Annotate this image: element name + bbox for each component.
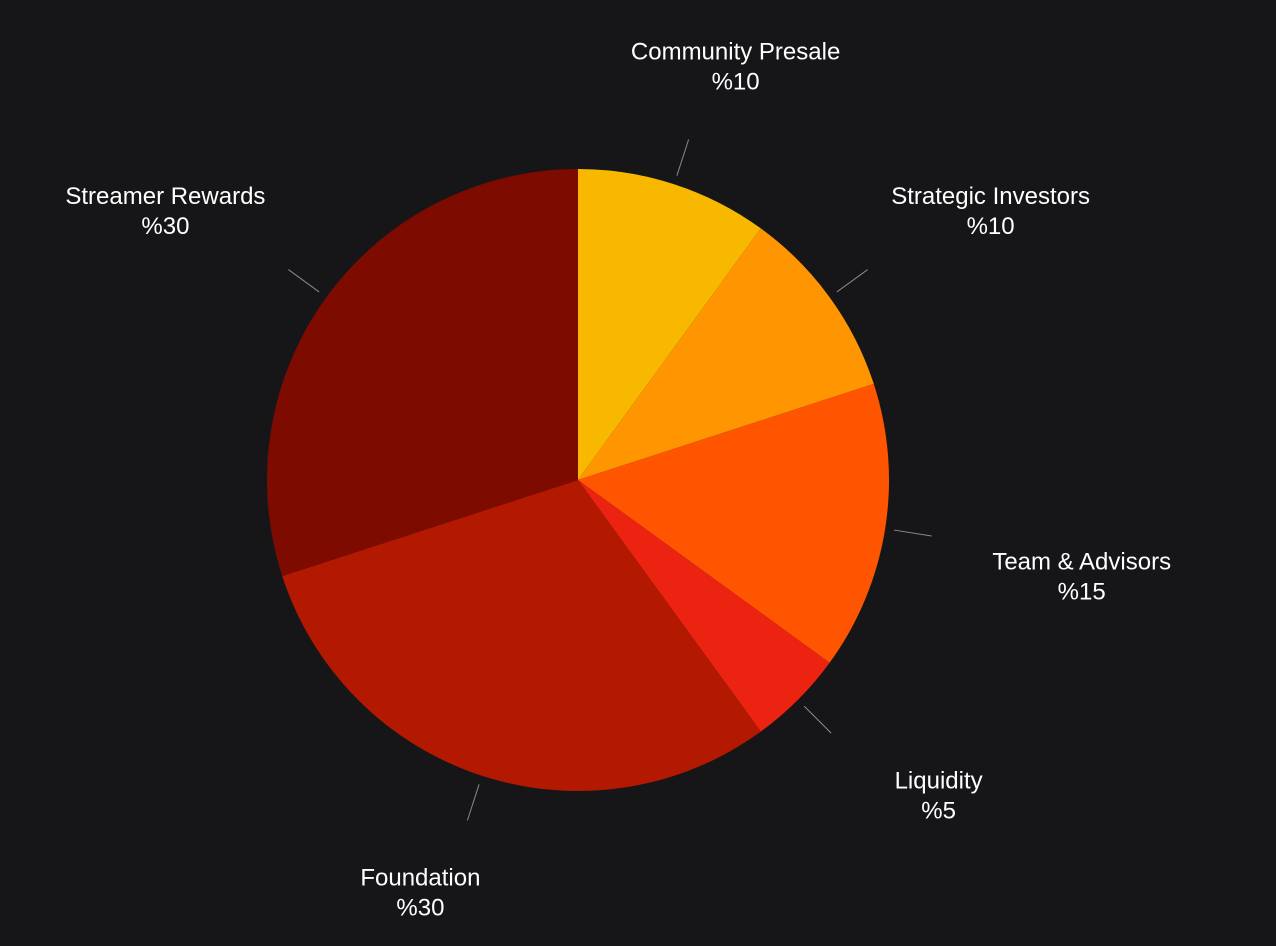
pie-slice-streamer-rewards [267, 169, 578, 577]
slice-value-liquidity: %5 [921, 797, 956, 824]
leader-lines [288, 139, 932, 821]
slice-labels: Community Presale %10 Strategic Investors%… [65, 39, 1171, 922]
slice-label-team-and-advisors: Team & Advisors [992, 548, 1171, 575]
leader-line-strategic-investors [836, 269, 868, 293]
slice-label-foundation: Foundation [360, 865, 480, 892]
pie-slice-foundation [282, 480, 761, 791]
pie-slice-team-and-advisors [578, 383, 889, 663]
slice-label-streamer-rewards: Streamer Rewards [65, 183, 265, 210]
slice-value-strategic-investors: %10 [967, 213, 1015, 240]
leader-line-liquidity [803, 705, 832, 734]
slice-value-streamer-rewards: %30 [141, 213, 189, 240]
pie-slices [267, 169, 889, 791]
leader-line-streamer-rewards [288, 269, 320, 293]
slice-label-strategic-investors: Strategic Investors [891, 183, 1090, 210]
leader-line-community-presale [676, 139, 690, 176]
slice-label-community-presale: Community Presale [631, 39, 840, 66]
leader-line-foundation [466, 784, 480, 821]
pie-slice-strategic-investors [578, 228, 874, 480]
slice-label-liquidity: Liquidity [895, 767, 983, 794]
pie-slice-community-presale [578, 169, 761, 480]
slice-value-team-and-advisors: %15 [1058, 578, 1106, 605]
leader-line-team-and-advisors [893, 529, 932, 537]
pie-slice-liquidity [578, 480, 830, 732]
slice-value-community-presale: %10 [712, 69, 760, 96]
slice-value-foundation: %30 [396, 895, 444, 922]
